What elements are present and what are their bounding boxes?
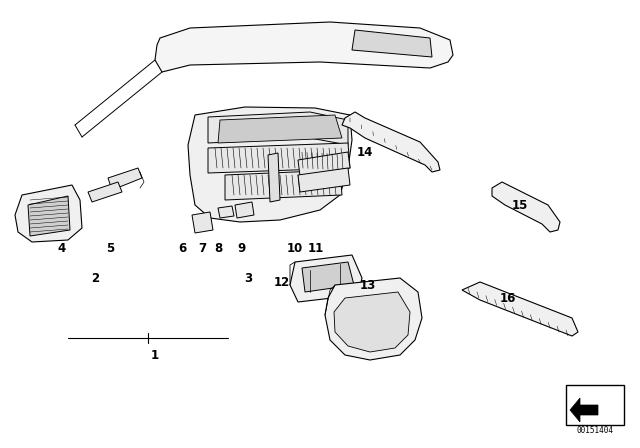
Text: 1: 1 bbox=[151, 349, 159, 362]
Polygon shape bbox=[342, 112, 440, 172]
Polygon shape bbox=[208, 112, 348, 145]
Polygon shape bbox=[325, 278, 422, 360]
Polygon shape bbox=[302, 262, 354, 292]
Text: 15: 15 bbox=[512, 198, 528, 211]
Polygon shape bbox=[334, 292, 410, 352]
Text: 9: 9 bbox=[238, 241, 246, 254]
Polygon shape bbox=[28, 196, 70, 236]
Text: 00151404: 00151404 bbox=[577, 426, 614, 435]
Polygon shape bbox=[462, 282, 578, 336]
Polygon shape bbox=[492, 182, 560, 232]
Bar bbox=[566, 385, 624, 425]
Text: 13: 13 bbox=[360, 279, 376, 292]
Text: 3: 3 bbox=[244, 271, 252, 284]
Text: 4: 4 bbox=[58, 241, 66, 254]
Polygon shape bbox=[155, 22, 453, 72]
Polygon shape bbox=[218, 115, 342, 143]
Polygon shape bbox=[570, 398, 598, 422]
Text: 6: 6 bbox=[178, 241, 186, 254]
Text: 7: 7 bbox=[198, 241, 206, 254]
Polygon shape bbox=[108, 168, 142, 190]
Polygon shape bbox=[352, 30, 432, 57]
Polygon shape bbox=[192, 212, 213, 233]
Polygon shape bbox=[225, 170, 342, 200]
Polygon shape bbox=[290, 255, 362, 302]
Polygon shape bbox=[188, 107, 352, 222]
Polygon shape bbox=[218, 206, 234, 218]
Text: 11: 11 bbox=[308, 241, 324, 254]
Polygon shape bbox=[235, 202, 254, 218]
Text: 2: 2 bbox=[91, 271, 99, 284]
Text: 14: 14 bbox=[357, 146, 373, 159]
Polygon shape bbox=[208, 143, 350, 173]
Text: 10: 10 bbox=[287, 241, 303, 254]
Polygon shape bbox=[298, 152, 350, 176]
Polygon shape bbox=[268, 153, 280, 202]
Text: 12: 12 bbox=[274, 276, 290, 289]
Polygon shape bbox=[88, 182, 122, 202]
Text: 8: 8 bbox=[214, 241, 222, 254]
Text: 16: 16 bbox=[500, 292, 516, 305]
Polygon shape bbox=[15, 185, 82, 242]
Text: 5: 5 bbox=[106, 241, 114, 254]
Polygon shape bbox=[298, 168, 350, 192]
